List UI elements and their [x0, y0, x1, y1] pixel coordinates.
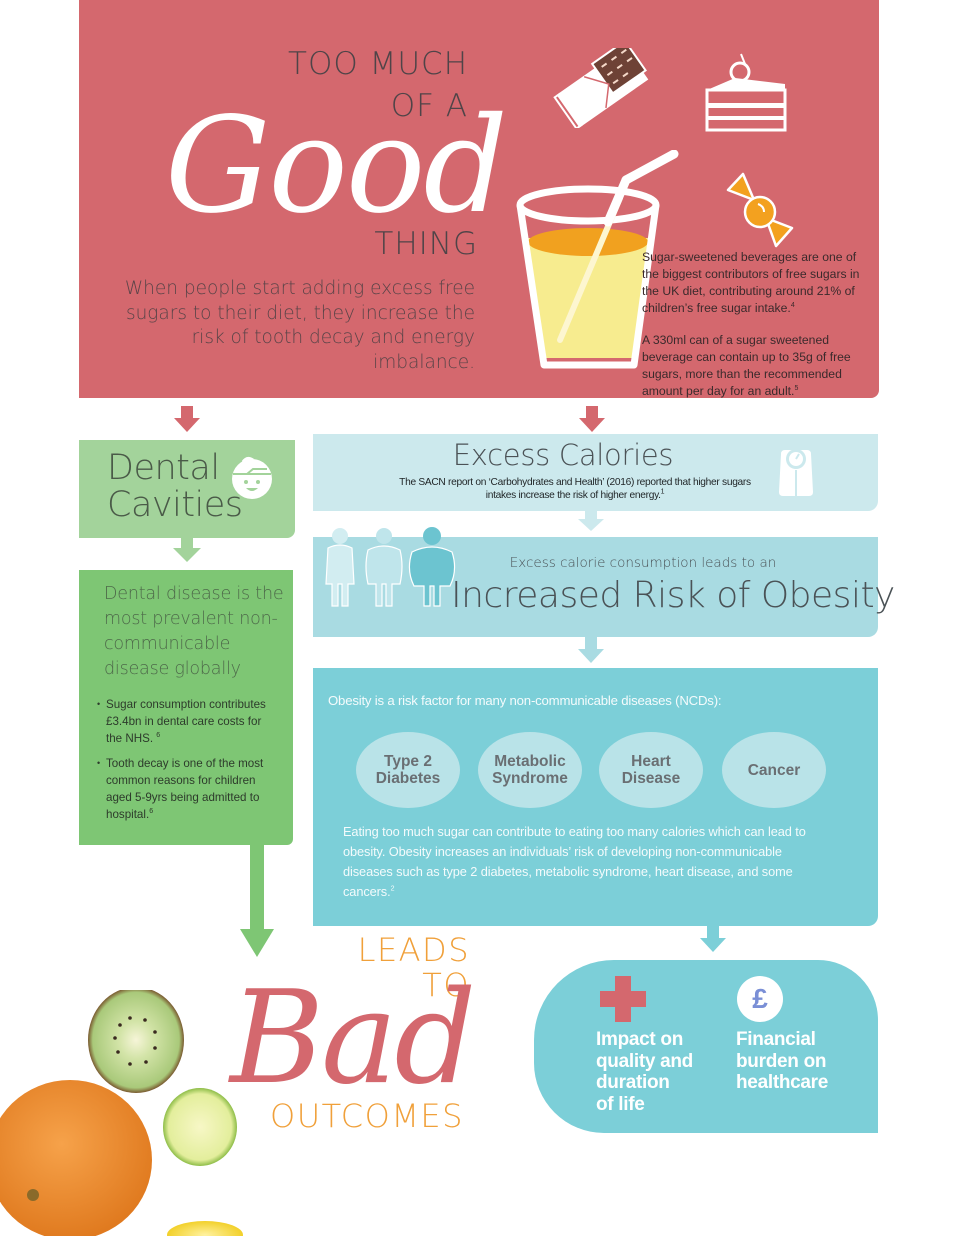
weighing-scale-icon: [779, 449, 813, 496]
dental-disease-panel: Dental disease is the most prevalent non…: [79, 570, 293, 845]
cake-slice-icon: [705, 53, 787, 132]
dental-title-line2: Cavities: [107, 485, 243, 525]
calories-title: Excess Calories: [452, 438, 674, 472]
hero-kicker-1: TOO MUCH: [288, 46, 468, 82]
leads-label: LEADS: [357, 931, 470, 969]
arrow-down-icon: [240, 845, 274, 957]
hero-kicker-3: THING: [374, 226, 478, 262]
hero-script-word: Good: [165, 89, 508, 243]
dental-lead: Dental disease is the most prevalent non…: [104, 584, 284, 679]
arrow-down-icon: [578, 637, 604, 663]
pound-sign-icon: £: [737, 976, 783, 1022]
ncd-panel: Obesity is a risk factor for many non-co…: [313, 668, 878, 926]
arrow-down-icon: [174, 406, 200, 432]
ncd-intro: Obesity is a risk factor for many non-co…: [328, 693, 722, 708]
candy-icon: [726, 172, 794, 248]
ncd-bubble-heart-disease: Heart Disease: [599, 732, 703, 808]
obesity-title: Increased Risk of Obesity: [451, 575, 895, 616]
list-item: Sugar consumption contributes £3.4bn in …: [97, 696, 269, 747]
chocolate-bar-icon: [553, 48, 649, 128]
arrow-down-icon: [700, 926, 726, 952]
arrow-down-icon: [578, 511, 604, 531]
ncd-bubble-metabolic-syndrome: Metabolic Syndrome: [478, 732, 582, 808]
hero-fact-1: Sugar-sweetened beverages are one of the…: [642, 250, 860, 315]
child-face-icon: [232, 456, 272, 499]
to-label: TO: [422, 966, 470, 1004]
medical-cross-icon: [600, 976, 646, 1022]
fruit-image: [0, 990, 243, 1236]
outcomes-label: OUTCOMES: [270, 1097, 464, 1135]
ncd-paragraph: Eating too much sugar can contribute to …: [343, 824, 806, 899]
ncd-bubble-cancer: Cancer: [722, 732, 826, 808]
calories-text: The SACN report on ‘Carbohydrates and He…: [399, 477, 751, 501]
hero-facts: Sugar-sweetened beverages are one of the…: [642, 249, 874, 400]
bad-script-word: Bad: [230, 964, 476, 1113]
dental-title-line1: Dental: [107, 448, 220, 488]
outcomes-panel: £ Impact on quality and duration of life…: [534, 960, 878, 1133]
dental-facts-list: Sugar consumption contributes £3.4bn in …: [97, 696, 269, 831]
dental-cavities-panel: Dental Cavities: [79, 440, 295, 538]
hero-fact-2: A 330ml can of a sugar sweetened beverag…: [642, 333, 851, 398]
hero-lede: When people start adding excess free sug…: [124, 278, 475, 373]
excess-calories-panel: Excess Calories The SACN report on ‘Carb…: [313, 434, 878, 511]
obesity-kicker: Excess calorie consumption leads to an: [509, 555, 777, 571]
ncd-bubble-type2-diabetes: Type 2 Diabetes: [356, 732, 460, 808]
arrow-down-icon: [173, 538, 201, 562]
hero-kicker-2: OF A: [390, 88, 468, 124]
body-size-figures-icon: [325, 527, 456, 607]
arrow-down-icon: [579, 406, 605, 432]
list-item: Tooth decay is one of the most common re…: [97, 755, 269, 823]
outcome-financial-burden: Financial burden on healthcare: [736, 1029, 829, 1093]
outcome-quality-of-life: Impact on quality and duration of life: [596, 1029, 693, 1115]
sugary-drink-icon: [516, 150, 679, 369]
obesity-risk-panel: Excess calorie consumption leads to an I…: [313, 537, 895, 637]
